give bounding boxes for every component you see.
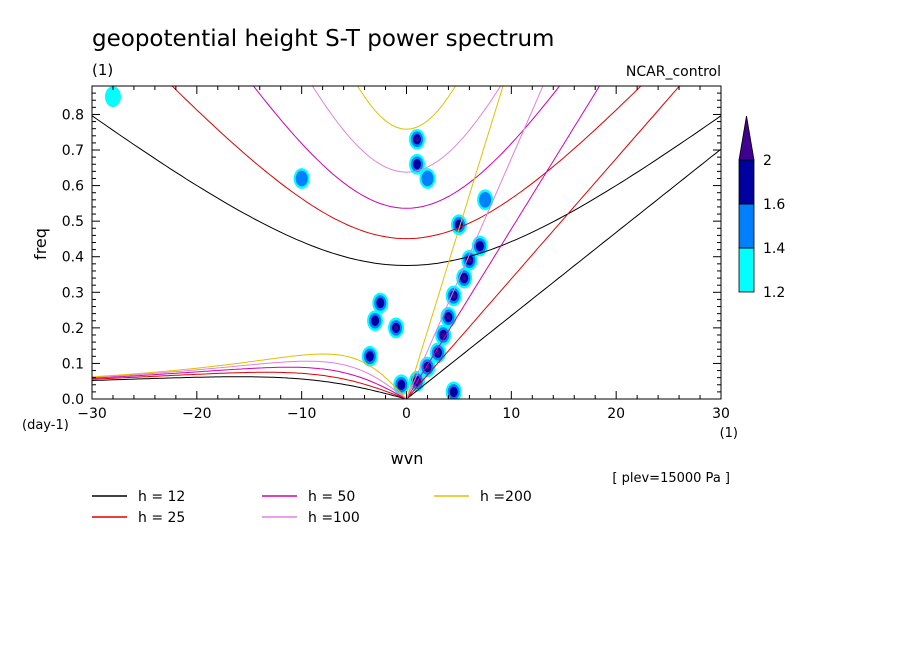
inertia-gravity-curve: [171, 86, 642, 240]
y-tick-label: 0.5: [62, 214, 84, 230]
x-axis-label: wvn: [391, 449, 424, 468]
x-tick-label: −10: [287, 406, 317, 422]
spectral-peak: [475, 240, 484, 252]
spectral-peak: [394, 325, 399, 331]
chart-title: geopotential height S-T power spectrum: [92, 26, 554, 52]
legend-label: h =200: [480, 489, 532, 505]
kelvin-curve: [406, 86, 504, 399]
legend-label: h =100: [308, 510, 360, 526]
rossby-curve: [92, 376, 407, 399]
colorbar: 1.2 1.4 1.6 2: [738, 115, 785, 301]
kelvin-curve: [406, 86, 681, 399]
y-tick-label: 0.7: [62, 143, 84, 159]
spectral-peak: [295, 170, 308, 187]
legend-label: h = 12: [138, 489, 185, 505]
spectrum-contours: [104, 86, 494, 399]
spectral-peak: [104, 86, 121, 108]
spectral-peak: [412, 159, 421, 170]
colorbar-segment: [738, 247, 755, 293]
inertia-gravity-curve: [252, 86, 561, 209]
inertia-gravity-curve: [357, 86, 456, 130]
spectral-peak: [421, 170, 434, 187]
colorbar-label: 2: [763, 153, 772, 169]
colorbar-arrow: [738, 115, 755, 161]
y-tick-label: 0.4: [62, 250, 84, 266]
y-tick-label: 0.6: [62, 179, 84, 195]
spectral-peak: [365, 351, 374, 362]
rossby-curve: [92, 360, 407, 399]
y-axis-unit: (day-1): [22, 418, 69, 433]
colorbar-label: 1.6: [763, 197, 785, 213]
dispersion-curves: [92, 86, 721, 399]
rossby-curve: [92, 371, 407, 399]
plev-annotation: [ plev=15000 Pa ]: [612, 471, 730, 486]
x-tick-label: −20: [182, 406, 212, 422]
x-tick-label: 20: [607, 406, 625, 422]
spectral-peak: [451, 293, 456, 299]
spectral-peak: [441, 332, 446, 338]
x-axis: −30 −20 −10 0 10 20 30: [77, 86, 730, 422]
spectral-peak: [449, 386, 458, 398]
spectral-peak: [425, 364, 430, 370]
spectral-peak: [435, 350, 440, 356]
y-tick-label: 0.0: [62, 392, 84, 408]
legend: h = 12 h = 25 h = 50 h =100 h =200: [92, 489, 532, 526]
y-axis: 0.0 0.1 0.2 0.3 0.4 0.5 0.6 0.7 0.8: [62, 92, 721, 408]
y-tick-label: 0.8: [62, 107, 84, 123]
x-tick-label: −30: [77, 406, 107, 422]
legend-label: h = 50: [308, 489, 355, 505]
rossby-curve: [92, 353, 407, 399]
spectral-peak: [397, 379, 406, 390]
y-tick-label: 0.1: [62, 356, 84, 372]
x-tick-label: 0: [402, 406, 411, 422]
kelvin-curve: [406, 86, 601, 399]
x-tick-label: 10: [502, 406, 520, 422]
x-tick-label: 30: [712, 406, 730, 422]
chart-subtitle-right: NCAR_control: [626, 64, 721, 80]
kelvin-curve: [406, 86, 544, 399]
colorbar-label: 1.2: [763, 285, 785, 301]
legend-label: h = 25: [138, 510, 185, 526]
spectral-peak: [467, 257, 472, 263]
spectral-peak: [414, 136, 419, 142]
colorbar-label: 1.4: [763, 241, 785, 257]
spectral-peak: [376, 297, 385, 309]
y-axis-label: freq: [31, 228, 50, 260]
chart-subtitle-left: (1): [92, 61, 113, 79]
y-tick-label: 0.3: [62, 285, 84, 301]
y-tick-label: 0.2: [62, 321, 84, 337]
inertia-gravity-curve: [92, 115, 721, 267]
spectral-peak: [371, 315, 380, 326]
x-axis-unit: (1): [720, 426, 738, 441]
spectral-peak: [479, 192, 492, 208]
colorbar-segment: [738, 159, 755, 205]
plot-area: [92, 86, 721, 399]
plot-frame: [91, 85, 722, 400]
colorbar-segment: [738, 203, 755, 249]
inertia-gravity-curve: [311, 86, 502, 173]
rossby-curve: [92, 366, 407, 399]
spectral-peak: [462, 275, 467, 281]
kelvin-curve: [406, 148, 721, 399]
spectral-peak: [446, 314, 451, 320]
